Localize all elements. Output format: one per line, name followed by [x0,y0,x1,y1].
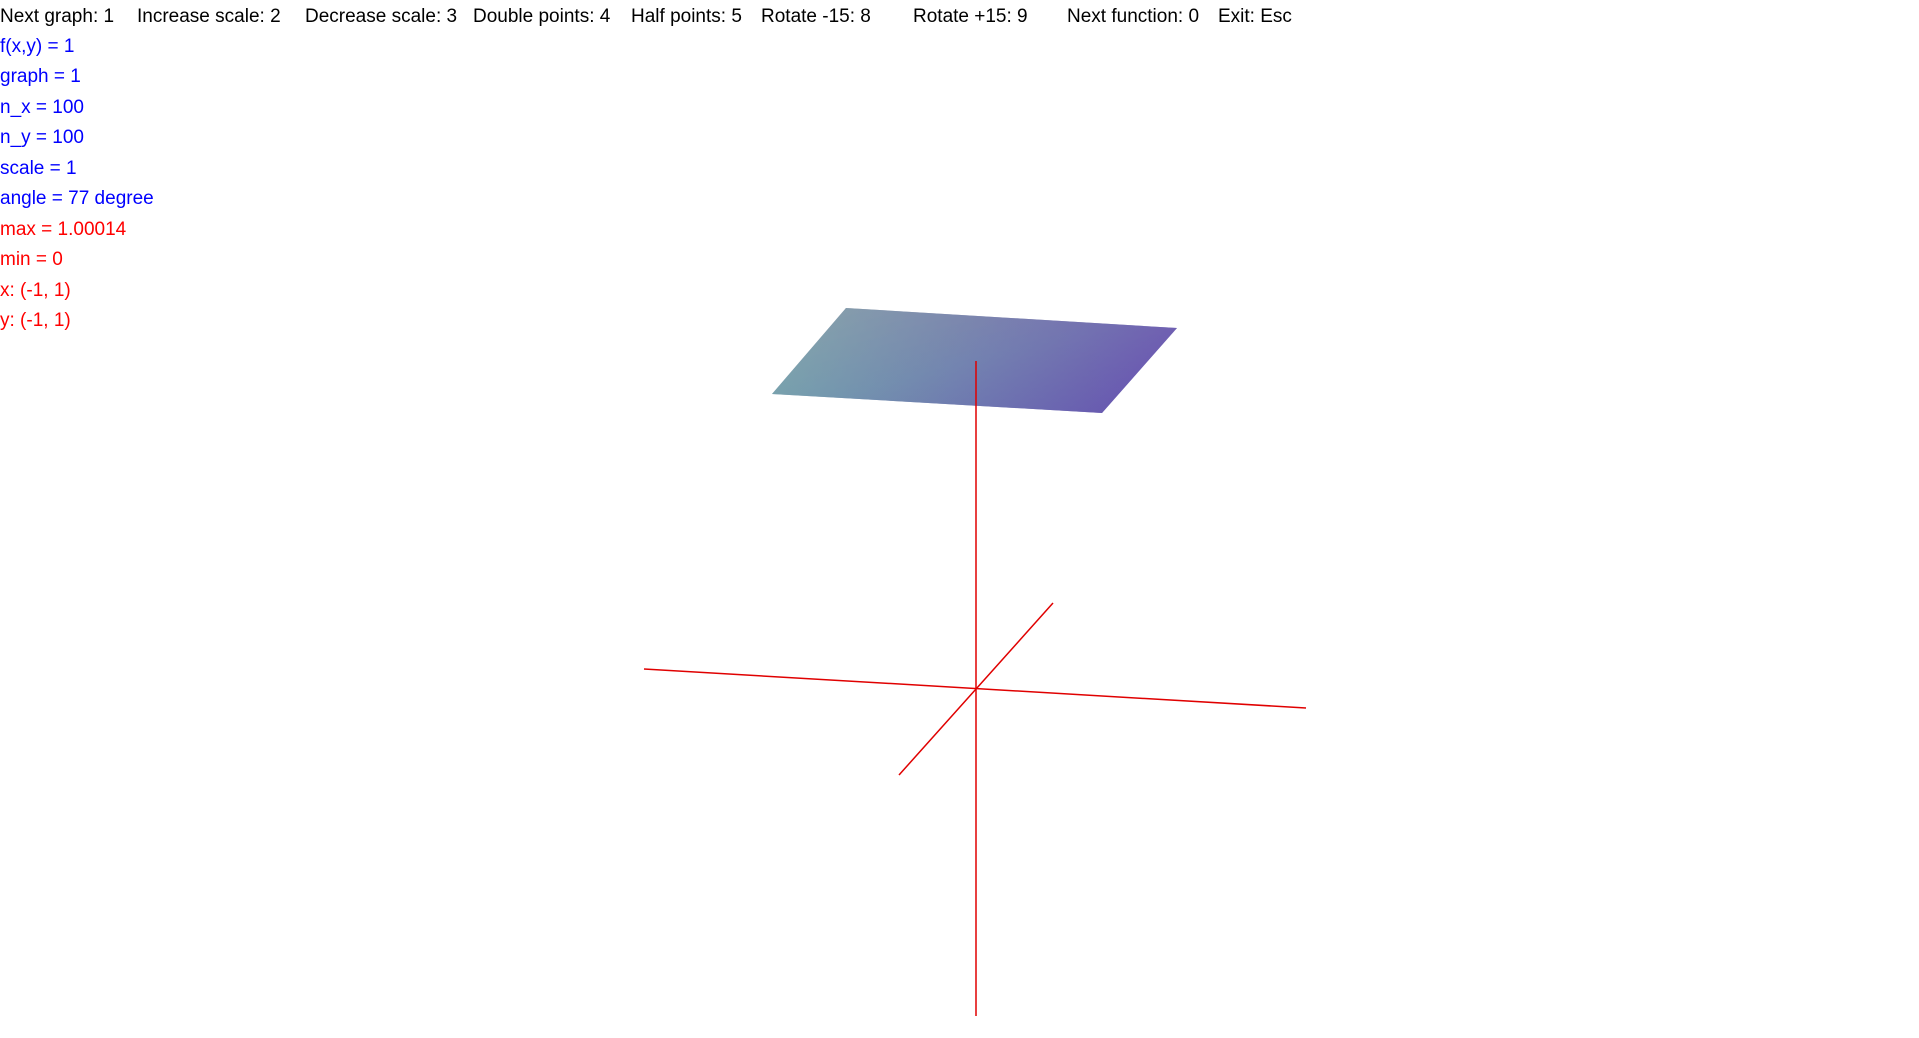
help-double-points: Double points: 4 [473,6,611,27]
keyboard-help-bar: Next graph: 1 Increase scale: 2 Decrease… [0,4,1919,30]
surface-plot [772,308,1177,413]
max-label: max = 1.00014 [0,219,127,240]
x-axis [643,668,1307,709]
graph-label: graph = 1 [0,66,81,87]
help-increase-scale: Increase scale: 2 [137,6,281,27]
help-exit: Exit: Esc [1218,6,1292,27]
function-label: f(x,y) = 1 [0,36,75,57]
help-half-points: Half points: 5 [631,6,742,27]
surface-plane-shade [772,308,1177,413]
x-range-label: x: (-1, 1) [0,280,71,301]
help-next-function: Next function: 0 [1067,6,1200,27]
nx-label: n_x = 100 [0,97,84,118]
y-range-label: y: (-1, 1) [0,310,71,331]
axes [643,361,1307,1016]
help-rotate-plus: Rotate +15: 9 [913,6,1028,27]
help-decrease-scale: Decrease scale: 3 [305,6,458,27]
y-axis [898,602,1054,776]
help-next-graph: Next graph: 1 [0,6,115,27]
help-rotate-minus: Rotate -15: 8 [761,6,871,27]
angle-label: angle = 77 degree [0,188,154,209]
scale-label: scale = 1 [0,158,77,179]
ny-label: n_y = 100 [0,127,84,148]
min-label: min = 0 [0,249,63,270]
